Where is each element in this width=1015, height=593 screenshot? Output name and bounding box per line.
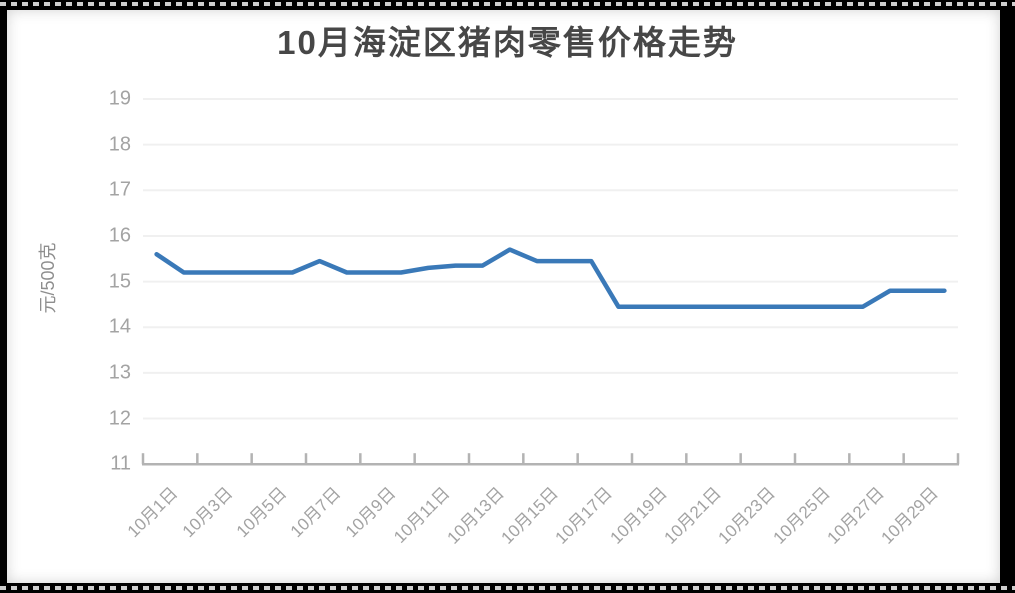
frame-perforation-top — [0, 2, 1015, 6]
frame-perforation-bottom — [0, 586, 1015, 590]
y-tick-label: 19 — [108, 87, 131, 110]
y-axis-title: 元/500克 — [38, 242, 58, 314]
chart-title: 10月海淀区猪肉零售价格走势 — [277, 24, 738, 61]
y-tick-label: 15 — [108, 270, 131, 293]
y-tick-label: 18 — [108, 133, 131, 156]
y-tick-label: 14 — [108, 315, 131, 338]
y-tick-label: 16 — [108, 224, 131, 247]
y-tick-label: 17 — [108, 178, 131, 201]
y-tick-label: 11 — [110, 452, 131, 475]
y-tick-label: 13 — [108, 361, 131, 384]
y-tick-label: 12 — [108, 407, 131, 430]
